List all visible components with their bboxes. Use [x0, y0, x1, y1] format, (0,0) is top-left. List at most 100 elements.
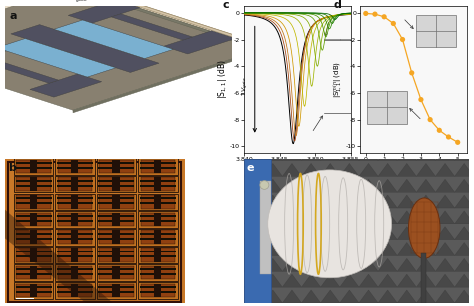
Bar	[141, 284, 175, 297]
Polygon shape	[244, 243, 263, 256]
Text: d: d	[334, 0, 341, 10]
Bar	[71, 213, 78, 226]
Point	[380, 14, 388, 19]
Point	[371, 12, 379, 17]
Polygon shape	[436, 258, 455, 271]
Bar	[154, 248, 161, 262]
Polygon shape	[416, 243, 436, 256]
Polygon shape	[263, 274, 283, 287]
Polygon shape	[263, 243, 283, 256]
Point	[408, 70, 416, 75]
Bar	[140, 273, 176, 275]
Bar	[14, 282, 54, 299]
Polygon shape	[73, 45, 264, 109]
Bar	[416, 15, 456, 47]
Bar	[16, 180, 52, 182]
Bar	[57, 291, 93, 293]
Text: $V_{gate}$: $V_{gate}$	[71, 0, 89, 5]
Bar	[99, 248, 134, 262]
Polygon shape	[340, 195, 359, 208]
Bar	[29, 284, 36, 297]
Bar	[16, 220, 52, 222]
Point	[436, 128, 443, 133]
X-axis label: Frequency (GHz): Frequency (GHz)	[265, 163, 329, 173]
Polygon shape	[359, 163, 378, 176]
Bar	[97, 229, 136, 245]
Polygon shape	[359, 195, 378, 208]
Polygon shape	[244, 195, 263, 208]
Polygon shape	[320, 227, 340, 240]
Bar	[154, 284, 161, 297]
Bar	[14, 229, 54, 245]
Polygon shape	[263, 195, 283, 208]
Polygon shape	[263, 227, 283, 240]
Bar	[29, 230, 36, 244]
Bar	[138, 176, 178, 192]
Bar	[99, 197, 135, 200]
Bar	[57, 251, 93, 252]
Polygon shape	[455, 227, 474, 240]
Bar	[58, 213, 92, 226]
Polygon shape	[320, 258, 340, 271]
Bar	[99, 256, 135, 257]
Polygon shape	[455, 274, 474, 287]
Bar	[99, 220, 135, 222]
Polygon shape	[54, 20, 173, 58]
Bar	[16, 215, 52, 217]
Bar	[112, 266, 119, 279]
Bar	[16, 251, 52, 252]
Text: b: b	[9, 163, 16, 174]
Bar	[112, 230, 119, 244]
Point	[445, 135, 452, 140]
Bar	[154, 230, 161, 244]
Polygon shape	[263, 211, 283, 224]
Polygon shape	[378, 147, 397, 161]
Bar	[138, 158, 178, 175]
Polygon shape	[455, 211, 474, 224]
Polygon shape	[416, 147, 436, 161]
Polygon shape	[340, 258, 359, 271]
Polygon shape	[301, 147, 320, 161]
Bar	[57, 202, 93, 204]
Bar	[16, 233, 52, 235]
Bar	[140, 197, 176, 200]
Polygon shape	[320, 243, 340, 256]
Polygon shape	[244, 147, 263, 161]
Polygon shape	[416, 163, 436, 176]
Bar	[140, 256, 176, 257]
Polygon shape	[397, 147, 416, 161]
Bar	[55, 194, 95, 210]
Bar	[141, 266, 175, 279]
Point	[390, 21, 397, 26]
Bar	[58, 284, 92, 297]
Text: a: a	[9, 10, 17, 21]
Bar	[141, 177, 175, 191]
Text: $↑V_{gate}$: $↑V_{gate}$	[240, 76, 251, 97]
Bar	[112, 177, 119, 191]
Bar	[29, 177, 36, 191]
Bar	[55, 229, 95, 245]
Polygon shape	[263, 163, 283, 176]
Polygon shape	[283, 211, 301, 224]
Bar	[17, 195, 51, 209]
Bar	[244, 159, 271, 303]
Bar	[71, 177, 78, 191]
Polygon shape	[455, 163, 474, 176]
Bar	[71, 195, 78, 209]
Bar	[138, 229, 178, 245]
Polygon shape	[416, 195, 436, 208]
Polygon shape	[359, 211, 378, 224]
Polygon shape	[283, 147, 301, 161]
Bar	[71, 230, 78, 244]
Polygon shape	[397, 163, 416, 176]
Bar	[112, 213, 119, 226]
Polygon shape	[320, 290, 340, 303]
Bar	[112, 284, 119, 297]
Bar	[55, 176, 95, 192]
Polygon shape	[436, 211, 455, 224]
Polygon shape	[320, 211, 340, 224]
Polygon shape	[416, 227, 436, 240]
Bar	[57, 197, 93, 200]
Bar	[57, 268, 93, 270]
Polygon shape	[301, 258, 320, 271]
